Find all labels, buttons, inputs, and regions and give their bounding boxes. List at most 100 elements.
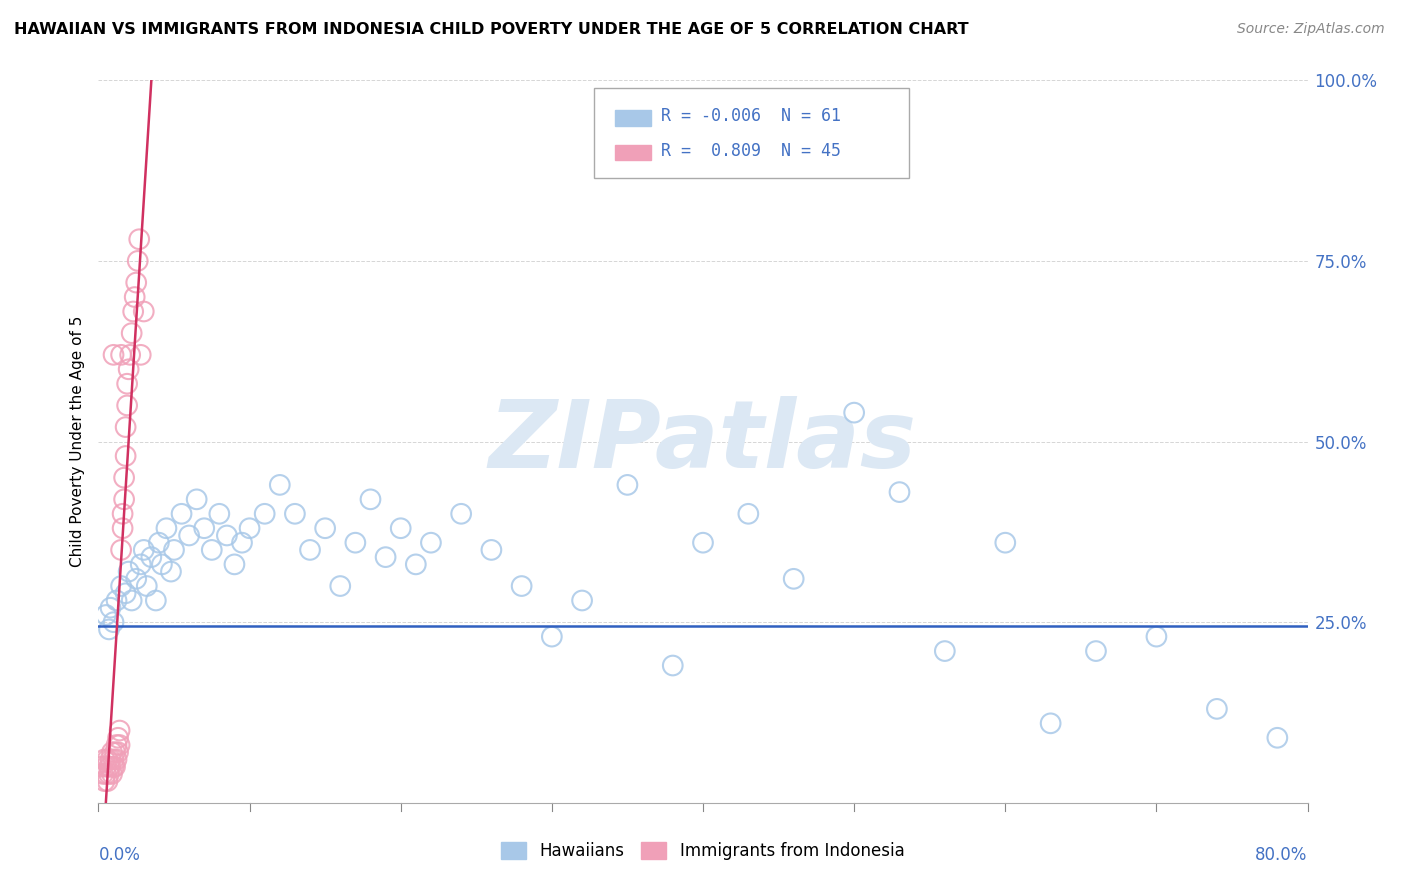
Point bbox=[239, 521, 262, 535]
Y-axis label: Child Poverty Under the Age of 5: Child Poverty Under the Age of 5 bbox=[69, 316, 84, 567]
Text: Source: ZipAtlas.com: Source: ZipAtlas.com bbox=[1237, 22, 1385, 37]
Point bbox=[481, 542, 503, 557]
Point bbox=[163, 542, 186, 557]
Point bbox=[179, 528, 201, 542]
Point bbox=[405, 558, 427, 572]
Point bbox=[994, 535, 1017, 549]
Point bbox=[284, 507, 307, 521]
Point bbox=[1206, 702, 1229, 716]
Point bbox=[450, 507, 472, 521]
Point bbox=[96, 774, 118, 789]
Point bbox=[124, 290, 146, 304]
Point bbox=[93, 774, 115, 789]
Point bbox=[1039, 716, 1062, 731]
Bar bbox=[614, 110, 651, 126]
Point bbox=[215, 528, 238, 542]
Point bbox=[889, 485, 911, 500]
Point bbox=[114, 449, 136, 463]
Point bbox=[115, 376, 138, 391]
Point bbox=[103, 760, 125, 774]
Point bbox=[94, 767, 117, 781]
Point bbox=[224, 558, 246, 572]
Point bbox=[844, 406, 866, 420]
Point bbox=[121, 326, 143, 340]
Point bbox=[783, 572, 806, 586]
Point bbox=[120, 348, 142, 362]
Point bbox=[103, 752, 125, 766]
Bar bbox=[614, 145, 651, 161]
Text: R = -0.006  N = 61: R = -0.006 N = 61 bbox=[661, 107, 841, 126]
Point bbox=[374, 550, 396, 565]
Point bbox=[125, 276, 148, 290]
Point bbox=[105, 593, 128, 607]
Point bbox=[934, 644, 956, 658]
Point bbox=[105, 738, 128, 752]
Point bbox=[114, 420, 136, 434]
Point bbox=[129, 348, 152, 362]
Point bbox=[103, 615, 125, 630]
Point bbox=[186, 492, 208, 507]
Point bbox=[104, 745, 127, 759]
Point bbox=[344, 535, 367, 549]
Text: 0.0%: 0.0% bbox=[98, 847, 141, 864]
Point bbox=[112, 470, 135, 484]
Point bbox=[389, 521, 412, 535]
Point bbox=[201, 542, 224, 557]
Point bbox=[150, 558, 173, 572]
Point bbox=[314, 521, 336, 535]
Point bbox=[510, 579, 533, 593]
Point bbox=[737, 507, 759, 521]
Point bbox=[110, 579, 132, 593]
Point bbox=[1144, 630, 1167, 644]
Point bbox=[98, 623, 121, 637]
Point bbox=[118, 565, 141, 579]
Point bbox=[132, 542, 155, 557]
Point bbox=[125, 572, 148, 586]
Point bbox=[122, 304, 145, 318]
Text: 80.0%: 80.0% bbox=[1256, 847, 1308, 864]
FancyBboxPatch shape bbox=[595, 87, 908, 178]
Point bbox=[103, 348, 125, 362]
Point bbox=[94, 760, 117, 774]
Point bbox=[360, 492, 382, 507]
Point bbox=[100, 760, 122, 774]
Point bbox=[111, 521, 134, 535]
Point bbox=[98, 760, 121, 774]
Point bbox=[1267, 731, 1289, 745]
Point bbox=[114, 586, 136, 600]
Point bbox=[115, 398, 138, 412]
Point bbox=[96, 752, 118, 766]
Point bbox=[616, 478, 638, 492]
Legend: Hawaiians, Immigrants from Indonesia: Hawaiians, Immigrants from Indonesia bbox=[495, 835, 911, 867]
Point bbox=[148, 535, 170, 549]
Point bbox=[141, 550, 163, 565]
Point bbox=[692, 535, 714, 549]
Point bbox=[128, 232, 150, 246]
Point bbox=[98, 767, 121, 781]
Point bbox=[208, 507, 231, 521]
Point bbox=[160, 565, 183, 579]
Point bbox=[420, 535, 443, 549]
Point bbox=[118, 362, 141, 376]
Point bbox=[107, 731, 129, 745]
Point bbox=[231, 535, 253, 549]
Point bbox=[540, 630, 562, 644]
Point bbox=[105, 752, 128, 766]
Text: ZIPatlas: ZIPatlas bbox=[489, 395, 917, 488]
Point bbox=[145, 593, 167, 607]
Point bbox=[90, 760, 112, 774]
Point bbox=[135, 579, 157, 593]
Point bbox=[193, 521, 215, 535]
Point bbox=[112, 492, 135, 507]
Point bbox=[104, 760, 127, 774]
Point bbox=[121, 593, 143, 607]
Point bbox=[1085, 644, 1108, 658]
Point bbox=[93, 752, 115, 766]
Point bbox=[108, 738, 131, 752]
Point bbox=[110, 348, 132, 362]
Point bbox=[101, 745, 124, 759]
Point bbox=[269, 478, 291, 492]
Point bbox=[127, 253, 149, 268]
Point bbox=[299, 542, 322, 557]
Point bbox=[108, 723, 131, 738]
